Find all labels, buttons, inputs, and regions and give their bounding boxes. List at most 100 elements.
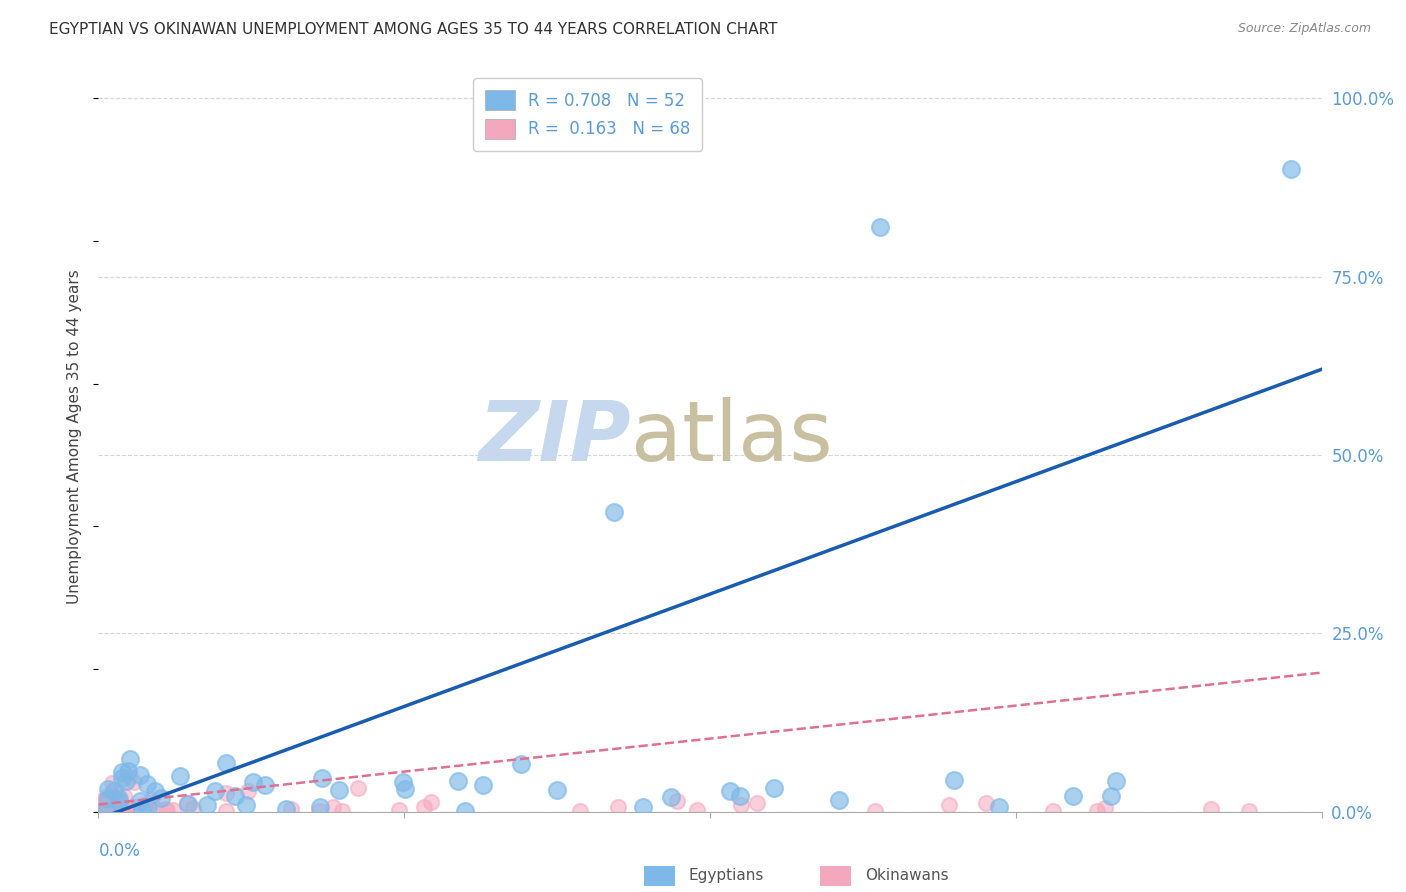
Point	[134, 797, 156, 812]
Point	[150, 790, 173, 805]
Point	[238, 783, 260, 797]
Point	[394, 781, 416, 796]
Point	[120, 752, 142, 766]
Point	[763, 781, 786, 796]
Point	[114, 774, 136, 789]
Point	[1085, 804, 1108, 818]
Point	[988, 800, 1011, 814]
Point	[322, 799, 344, 814]
Point	[472, 778, 495, 792]
Point	[103, 800, 125, 814]
Point	[328, 782, 350, 797]
Point	[108, 804, 131, 818]
Point	[112, 804, 135, 818]
Point	[942, 773, 965, 788]
Point	[136, 801, 159, 815]
Point	[162, 803, 184, 817]
Point	[108, 797, 131, 811]
Point	[94, 794, 117, 808]
Point	[96, 803, 118, 817]
Point	[659, 790, 682, 805]
Point	[176, 797, 198, 811]
Point	[101, 776, 124, 790]
Point	[177, 797, 200, 812]
Point	[308, 800, 330, 814]
Point	[827, 793, 849, 807]
Point	[104, 789, 127, 804]
Point	[242, 775, 264, 789]
Point	[235, 797, 257, 812]
Text: 0.0%: 0.0%	[98, 842, 141, 860]
Point	[129, 768, 152, 782]
Point	[214, 786, 236, 800]
Text: Egyptians: Egyptians	[689, 869, 765, 883]
Point	[685, 803, 707, 817]
Point	[96, 789, 118, 803]
Text: Source: ZipAtlas.com: Source: ZipAtlas.com	[1237, 22, 1371, 36]
Point	[156, 804, 179, 818]
Point	[96, 804, 118, 818]
Point	[94, 802, 117, 816]
Point	[1094, 801, 1116, 815]
Point	[728, 789, 751, 804]
Point	[122, 774, 145, 789]
Point	[135, 777, 157, 791]
Point	[569, 804, 592, 818]
Point	[510, 757, 533, 772]
Point	[94, 804, 117, 818]
Point	[195, 798, 218, 813]
Point	[276, 802, 298, 816]
Legend: R = 0.708   N = 52, R =  0.163   N = 68: R = 0.708 N = 52, R = 0.163 N = 68	[474, 78, 702, 151]
Point	[136, 800, 159, 814]
Point	[330, 804, 353, 818]
Point	[90, 797, 112, 812]
Point	[938, 798, 960, 813]
Point	[1042, 804, 1064, 818]
Point	[1279, 162, 1302, 177]
Point	[131, 803, 153, 817]
Point	[145, 784, 167, 798]
Point	[155, 802, 177, 816]
Point	[108, 795, 131, 809]
Point	[346, 781, 368, 796]
Point	[169, 769, 191, 783]
Point	[419, 795, 441, 809]
Point	[139, 793, 162, 807]
Point	[98, 801, 121, 815]
Point	[730, 797, 752, 812]
Point	[117, 764, 139, 778]
Point	[96, 800, 118, 814]
Point	[1199, 801, 1222, 815]
Point	[204, 783, 226, 797]
Point	[114, 803, 136, 817]
Point	[745, 796, 768, 810]
Point	[111, 772, 134, 786]
Point	[1099, 789, 1122, 803]
Point	[224, 789, 246, 803]
Point	[718, 783, 741, 797]
Point	[280, 802, 302, 816]
Point	[90, 794, 112, 808]
Point	[91, 795, 114, 809]
Point	[869, 219, 891, 234]
Point	[98, 804, 121, 818]
Point	[666, 793, 689, 807]
Point	[145, 802, 167, 816]
Point	[446, 773, 468, 788]
Point	[631, 799, 654, 814]
Point	[121, 802, 143, 816]
Point	[311, 771, 333, 785]
Point	[215, 756, 238, 770]
Point	[103, 784, 125, 798]
Point	[129, 794, 152, 808]
Point	[97, 782, 120, 797]
Point	[392, 775, 415, 789]
Point	[104, 799, 127, 814]
Point	[308, 804, 330, 818]
Point	[606, 800, 628, 814]
Point	[97, 799, 120, 814]
Point	[1239, 804, 1261, 818]
Point	[454, 804, 477, 818]
Point	[863, 804, 886, 818]
Point	[114, 802, 136, 816]
